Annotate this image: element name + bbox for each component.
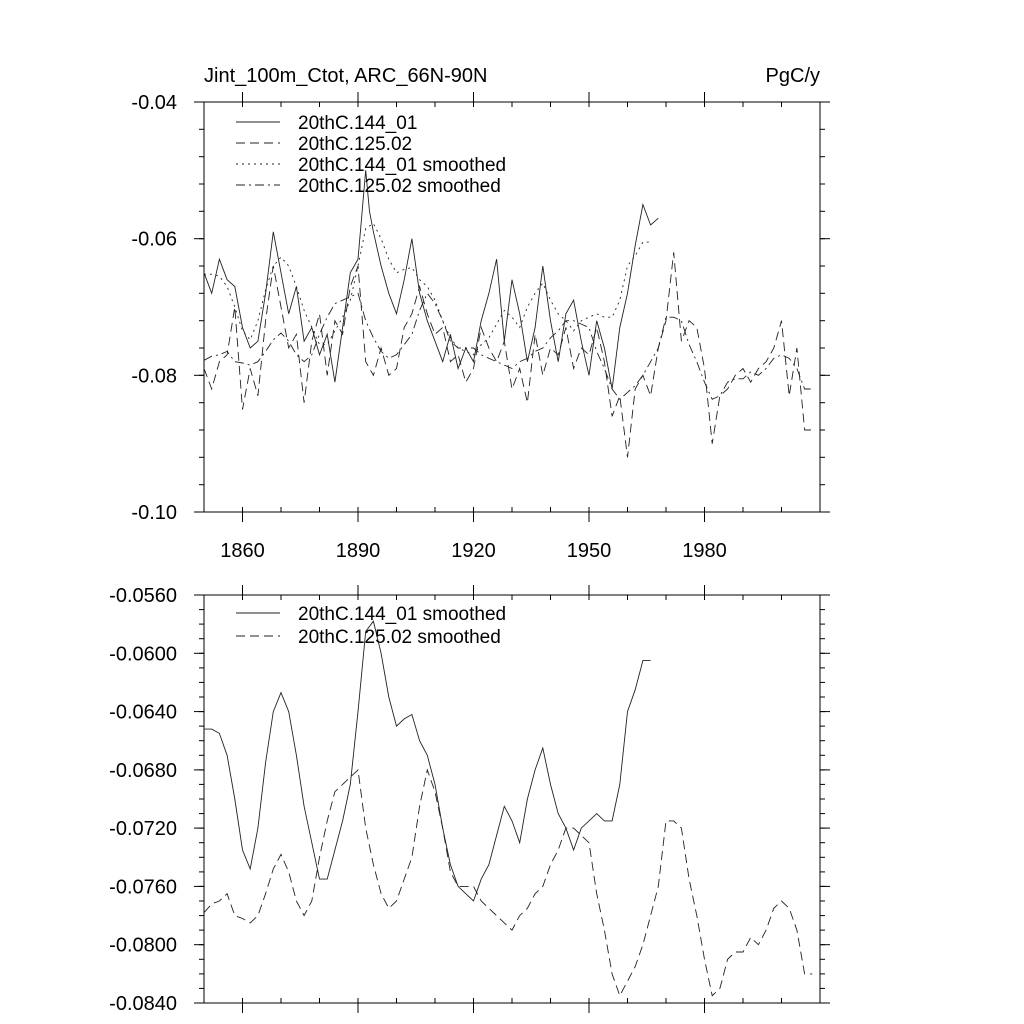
series-line (204, 222, 651, 356)
y-tick-label: -0.04 (131, 92, 177, 114)
y-tick-label: -0.0720 (109, 818, 177, 840)
legend-label: 20thC.125.02 (298, 134, 412, 155)
y-tick-label: -0.10 (131, 502, 177, 524)
series-line (203, 292, 813, 400)
chart-title: Jint_100m_Ctot, ARC_66N-90N (204, 65, 487, 87)
y-tick-label: -0.0560 (109, 585, 177, 607)
y-tick-label: -0.0760 (109, 876, 177, 898)
bottom-panel: -0.0840 -0.0800 -0.0760 -0.0720 -0.0680 -0.06… (109, 585, 830, 1015)
y-tick-label: -0.0680 (109, 760, 177, 782)
series-line (203, 252, 813, 458)
top-panel: Jint_100m_Ctot, ARC_66N-90N PgC/y 1860 18… (131, 65, 830, 562)
legend-label: 20thC.144_01 (298, 113, 417, 134)
series-line (204, 620, 651, 902)
x-tick-label: 1860 (220, 540, 265, 562)
x-tick-label: 1920 (451, 540, 496, 562)
series-line (203, 768, 813, 997)
y-tick-label: -0.08 (131, 365, 177, 387)
x-tick-label: 1890 (336, 540, 381, 562)
legend-label: 20thC.125.02 smoothed (298, 627, 501, 648)
plot-frame (203, 594, 821, 1004)
legend-label: 20thC.125.02 smoothed (298, 176, 501, 197)
series-line (203, 170, 659, 390)
y-tick-label: -0.0640 (109, 702, 177, 724)
y-tick-label: -0.0840 (109, 993, 177, 1015)
y-tick-label: -0.06 (131, 229, 177, 251)
chart-units: PgC/y (766, 65, 820, 87)
y-tick-label: -0.0800 (109, 935, 177, 957)
legend-label: 20thC.144_01 smoothed (298, 604, 506, 625)
y-tick-label: -0.0600 (109, 643, 177, 665)
legend-label: 20thC.144_01 smoothed (298, 155, 506, 176)
x-tick-label: 1980 (682, 540, 727, 562)
plot-frame (203, 101, 821, 513)
x-tick-label: 1950 (567, 540, 612, 562)
